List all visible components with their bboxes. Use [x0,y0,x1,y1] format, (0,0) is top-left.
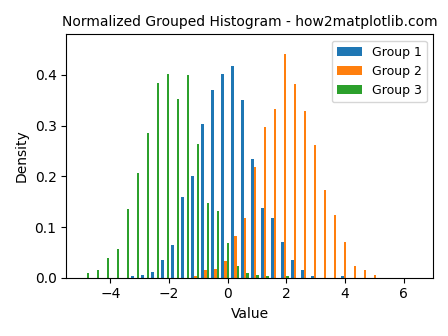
Bar [311,276,314,278]
Bar [353,266,356,278]
Bar [221,74,224,278]
Bar [304,111,306,278]
Bar [197,144,199,278]
Bar [194,276,197,278]
Bar [151,272,154,278]
Bar [294,84,297,278]
Bar [141,275,144,278]
Bar [301,270,304,278]
Bar [281,242,284,278]
Bar [127,209,129,278]
Bar [324,190,327,278]
X-axis label: Value: Value [231,307,269,321]
Bar [157,83,159,278]
Bar [207,203,209,278]
Bar [167,74,169,278]
Bar [264,127,267,278]
Bar [271,218,274,278]
Bar [181,197,184,278]
Bar [341,276,344,278]
Legend: Group 1, Group 2, Group 3: Group 1, Group 2, Group 3 [332,41,427,102]
Bar [374,275,376,278]
Bar [97,270,99,278]
Bar [267,276,269,278]
Bar [246,273,249,278]
Bar [251,159,254,278]
Bar [231,66,234,278]
Bar [344,242,346,278]
Bar [257,275,259,278]
Bar [161,260,164,278]
Bar [87,273,89,278]
Bar [274,110,276,278]
Bar [191,176,194,278]
Bar [224,261,227,278]
Title: Normalized Grouped Histogram - how2matplotlib.com: Normalized Grouped Histogram - how2matpl… [62,15,437,29]
Bar [177,99,179,278]
Bar [254,168,257,278]
Bar [237,266,239,278]
Bar [284,54,286,278]
Bar [334,215,336,278]
Bar [204,270,207,278]
Bar [216,211,219,278]
Bar [214,269,216,278]
Bar [261,208,264,278]
Bar [241,100,244,278]
Bar [107,258,109,278]
Bar [137,173,139,278]
Bar [244,218,246,278]
Bar [211,90,214,278]
Bar [146,133,149,278]
Bar [291,260,294,278]
Y-axis label: Density: Density [15,130,29,182]
Bar [364,270,366,278]
Bar [116,249,119,278]
Bar [286,276,289,278]
Bar [201,124,204,278]
Bar [186,75,189,278]
Bar [234,236,237,278]
Bar [171,245,174,278]
Bar [314,145,316,278]
Bar [227,244,229,278]
Bar [131,276,134,278]
